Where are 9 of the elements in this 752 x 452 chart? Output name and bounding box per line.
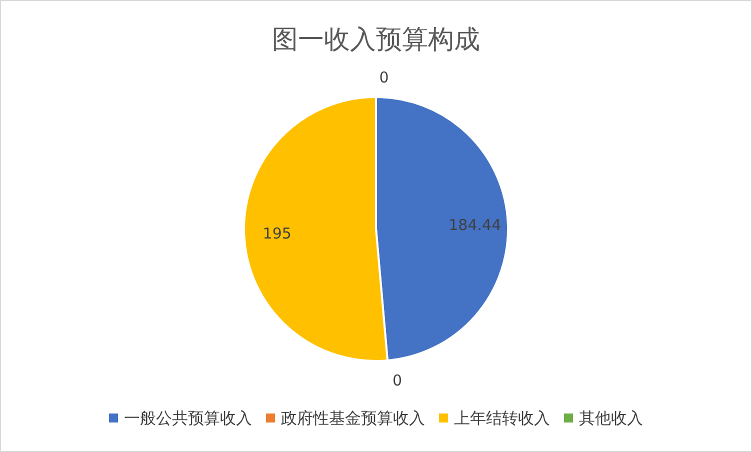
legend-label: 上年结转收入 [454, 408, 550, 428]
chart-title: 图一收入预算构成 [272, 25, 480, 55]
data-label: 195 [262, 224, 292, 243]
legend-label: 一般公共预算收入 [124, 408, 252, 428]
data-label: 184.44 [448, 216, 502, 234]
text: 0 [379, 68, 389, 86]
text: 0 [392, 372, 402, 390]
legend-label: 政府性基金预算收入 [281, 408, 425, 428]
legend-label: 其他收入 [579, 408, 643, 428]
